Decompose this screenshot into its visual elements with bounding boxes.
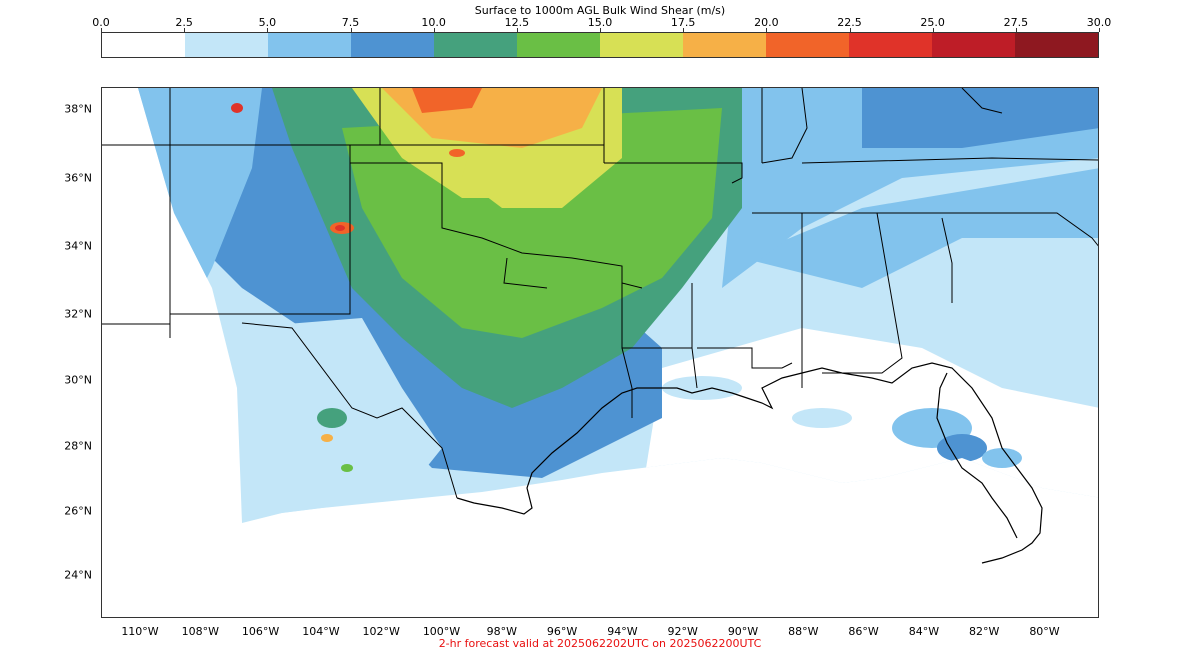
colorbar-tick-mark	[101, 28, 102, 32]
latitude-label: 36°N	[64, 171, 92, 185]
colorbar-tick-label: 25.0	[920, 16, 945, 29]
colorbar-tick-mark	[932, 28, 934, 32]
map-panel	[101, 87, 1099, 618]
colorbar-tick-mark	[1099, 28, 1100, 32]
colorbar-tick-label: 7.5	[341, 16, 360, 29]
longitude-label: 110°W	[121, 625, 159, 638]
colorbar-segment	[102, 33, 185, 57]
colorbar-segment	[185, 33, 268, 57]
colorbar-segment	[517, 33, 600, 57]
colorbar-segment	[268, 33, 351, 57]
colorbar-tick-label: 12.5	[504, 16, 530, 29]
colorbar-tick-mark	[766, 28, 768, 32]
colorbar-tick-mark	[600, 28, 601, 32]
colorbar-tick-label: 20.0	[754, 16, 779, 29]
colorbar-segment	[351, 33, 434, 57]
longitude-label: 96°W	[546, 625, 578, 638]
colorbar-segment	[766, 33, 849, 57]
coastline	[456, 362, 1043, 564]
colorbar-tick-label: 17.5	[670, 16, 696, 29]
colorbar-tick-mark	[350, 28, 352, 32]
colorbar	[101, 32, 1099, 58]
longitude-label: 92°W	[667, 625, 698, 638]
colorbar-tick-mark	[1015, 28, 1017, 32]
colorbar-tick-mark	[267, 28, 269, 32]
colorbar-tick-label: 30.0	[1086, 16, 1112, 29]
colorbar-tick-mark	[683, 28, 685, 32]
colorbar-segment	[849, 33, 932, 57]
shear-fill	[138, 88, 1098, 523]
colorbar-segment	[434, 33, 517, 57]
colorbar-tick-mark	[184, 28, 186, 32]
latitude-label: 38°N	[64, 102, 92, 116]
longitude-label: 84°W	[908, 625, 940, 638]
longitude-label: 80°W	[1029, 625, 1060, 638]
latitude-label: 24°N	[64, 568, 92, 582]
longitude-label: 104°W	[302, 625, 340, 638]
latitude-label: 32°N	[64, 307, 92, 321]
colorbar-segment	[683, 33, 766, 57]
latitude-label: 26°N	[64, 504, 92, 518]
colorbar-title: Surface to 1000m AGL Bulk Wind Shear (m/…	[474, 4, 726, 17]
forecast-valid-caption: 2-hr forecast valid at 2025062202UTC on …	[438, 637, 762, 650]
shear-field-map	[102, 88, 1098, 564]
state-borders	[102, 88, 1098, 499]
longitude-label: 90°W	[727, 625, 759, 638]
colorbar-tick-label: 0.0	[92, 16, 110, 29]
latitude-label: 30°N	[64, 373, 92, 387]
longitude-label: 100°W	[422, 625, 461, 638]
colorbar-tick-mark	[849, 28, 851, 32]
colorbar-tick-label: 5.0	[258, 16, 277, 29]
colorbar-tick-label: 15.0	[587, 16, 613, 29]
longitude-label: 82°W	[969, 625, 1000, 638]
longitude-label: 102°W	[362, 625, 400, 638]
latitude-label: 34°N	[64, 239, 92, 253]
colorbar-segment	[1015, 33, 1098, 57]
longitude-label: 108°W	[181, 625, 219, 638]
colorbar-tick-label: 2.5	[175, 16, 193, 29]
longitude-label: 88°W	[788, 625, 819, 638]
colorbar-tick-label: 10.0	[421, 16, 446, 29]
longitude-label: 86°W	[848, 625, 879, 638]
colorbar-tick-label: 27.5	[1003, 16, 1029, 29]
colorbar-tick-mark	[516, 28, 518, 32]
colorbar-segment	[932, 33, 1015, 57]
colorbar-tick-mark	[433, 28, 435, 32]
latitude-label: 28°N	[64, 439, 92, 453]
colorbar-segment	[600, 33, 683, 57]
longitude-label: 106°W	[241, 625, 280, 638]
colorbar-tick-label: 22.5	[837, 16, 862, 29]
longitude-label: 98°W	[486, 625, 517, 638]
longitude-label: 94°W	[607, 625, 638, 638]
